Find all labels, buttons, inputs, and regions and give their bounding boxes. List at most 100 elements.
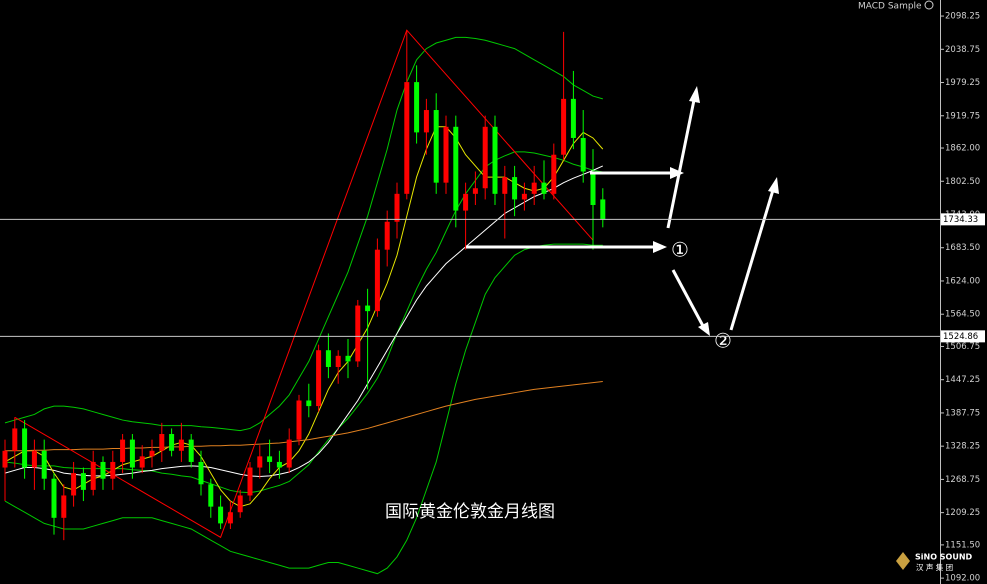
y-tick-label: 1979.25 — [945, 78, 980, 88]
level-label: 1734.33 — [943, 215, 978, 225]
indicator-label: MACD Sample — [858, 2, 922, 12]
candle-body — [472, 188, 478, 194]
candle-body — [110, 461, 116, 479]
candle-body — [433, 110, 439, 183]
candle-body — [453, 126, 459, 211]
candle-body — [159, 434, 165, 451]
y-tick-label: 1683.50 — [945, 243, 980, 253]
candle-body — [80, 473, 86, 490]
y-tick-label: 1387.75 — [945, 408, 980, 418]
arrow — [671, 269, 705, 327]
y-tick-label: 1268.75 — [945, 475, 980, 485]
candle-body — [374, 249, 380, 312]
indicator-line — [5, 381, 603, 452]
candle-body — [247, 467, 253, 496]
candle-body — [365, 305, 371, 312]
candle-body — [561, 98, 567, 155]
candle-body — [208, 484, 214, 507]
candle-body — [139, 456, 145, 468]
candle-body — [51, 478, 57, 518]
candle-body — [492, 126, 498, 194]
y-tick-label: 2038.75 — [945, 45, 980, 55]
level-label-box — [941, 213, 985, 226]
candle-body — [169, 434, 175, 451]
candle-body — [129, 439, 135, 468]
candle-body — [12, 428, 18, 451]
y-tick-label: 1919.75 — [945, 111, 980, 121]
candle-body — [521, 193, 527, 200]
candle-body — [188, 439, 194, 462]
candle-body — [296, 400, 302, 440]
candle-body — [71, 473, 77, 496]
candle-body — [600, 199, 606, 220]
candle-body — [482, 126, 488, 189]
candle-body — [531, 182, 537, 194]
candle-body — [31, 450, 37, 468]
candle-body — [404, 82, 410, 194]
candle-body — [551, 154, 557, 194]
candle-body — [443, 126, 449, 183]
candle-body — [120, 439, 126, 462]
candle-body — [100, 461, 106, 479]
y-tick-label: 1564.50 — [945, 310, 980, 320]
trendline — [14, 29, 594, 539]
candle-body — [227, 512, 233, 524]
candle-body — [276, 461, 282, 468]
candle-body — [22, 428, 28, 468]
indicator-line — [4, 243, 603, 575]
y-tick-label: 1209.25 — [945, 508, 980, 518]
level-label-box — [941, 330, 985, 343]
chart-title: 国际黄金伦敦金月线图 — [385, 502, 555, 522]
watermark-logo — [896, 552, 910, 570]
arrowhead — [689, 86, 700, 103]
y-tick-label: 1328.25 — [945, 442, 980, 452]
candle-body — [2, 450, 8, 468]
candle-body — [580, 137, 586, 172]
candle-body — [590, 171, 596, 206]
arrow — [666, 99, 696, 229]
watermark: SiNO SOUND — [915, 553, 973, 562]
candle-body — [218, 506, 224, 524]
y-tick-label: 2098.25 — [945, 12, 980, 22]
candle-body — [90, 461, 96, 490]
candle-body — [198, 461, 204, 485]
candle-body — [335, 355, 341, 367]
arrowhead — [670, 167, 684, 179]
candle-body — [237, 495, 243, 513]
candle-body — [325, 350, 331, 367]
plot-area — [2, 29, 606, 575]
candle-body — [178, 439, 184, 451]
candle-body — [423, 110, 429, 133]
candle-body — [257, 456, 263, 468]
candle-body — [306, 400, 312, 407]
indicator-line — [4, 36, 603, 432]
y-tick-label: 1092.00 — [945, 574, 980, 584]
annotation-arrows — [466, 86, 779, 336]
y-tick-label: 1506.75 — [945, 342, 980, 352]
candle-body — [286, 439, 292, 468]
arrowhead — [653, 241, 667, 253]
candle-body — [345, 355, 351, 362]
candle-body — [41, 450, 47, 479]
candle-body — [463, 193, 469, 211]
candle-body — [570, 98, 576, 138]
candle-body — [541, 182, 547, 194]
candle-body — [316, 350, 322, 407]
candle-body — [384, 221, 390, 250]
candle-body — [502, 177, 508, 194]
y-tick-label: 1447.25 — [945, 375, 980, 385]
y-tick-label: 1624.00 — [945, 276, 980, 286]
candle-body — [414, 82, 420, 133]
watermark: 汉 声 集 团 — [916, 562, 953, 572]
candle-body — [267, 456, 273, 462]
arrow — [729, 189, 775, 331]
y-tick-label: 1802.50 — [945, 177, 980, 187]
candle-body — [149, 450, 155, 457]
candle-body — [61, 495, 67, 518]
candle-body — [355, 305, 361, 362]
level-label: 1524.86 — [943, 332, 978, 342]
arrowhead — [768, 177, 779, 194]
